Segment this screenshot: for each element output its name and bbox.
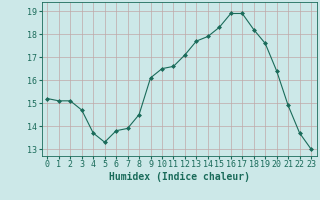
X-axis label: Humidex (Indice chaleur): Humidex (Indice chaleur) (109, 172, 250, 182)
